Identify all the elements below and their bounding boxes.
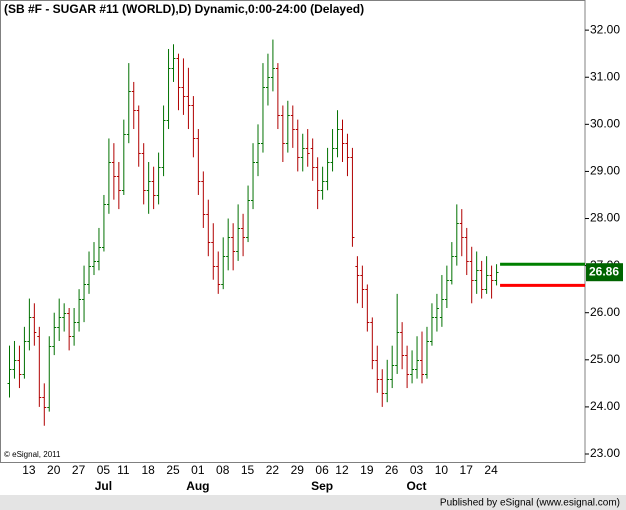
month-label: Jul bbox=[95, 479, 112, 493]
y-tick-label: 29.00 bbox=[590, 164, 620, 178]
x-tick-label: 08 bbox=[216, 463, 230, 477]
plot-frame bbox=[0, 0, 586, 463]
y-tick-label: 26.00 bbox=[590, 305, 620, 319]
y-tick-label: 31.00 bbox=[590, 69, 620, 83]
y-tick-label: 25.00 bbox=[590, 352, 620, 366]
x-tick-label: 26 bbox=[385, 463, 399, 477]
month-label: Aug bbox=[186, 479, 209, 493]
footer-bar bbox=[0, 495, 626, 510]
x-tick-label: 25 bbox=[166, 463, 180, 477]
x-tick-label: 12 bbox=[335, 463, 349, 477]
x-tick-label: 10 bbox=[435, 463, 449, 477]
x-tick-label: 03 bbox=[410, 463, 424, 477]
x-tick-label: 17 bbox=[460, 463, 474, 477]
x-tick-label: 27 bbox=[72, 463, 86, 477]
x-tick-label: 13 bbox=[22, 463, 36, 477]
last-price-box bbox=[586, 263, 623, 282]
last-price-label: 26.86 bbox=[589, 264, 619, 278]
x-tick-label: 24 bbox=[484, 463, 498, 477]
x-tick-label: 15 bbox=[241, 463, 255, 477]
y-tick-label: 30.00 bbox=[590, 117, 620, 131]
y-tick-label: 28.00 bbox=[590, 211, 620, 225]
chart-title: (SB #F - SUGAR #11 (WORLD),D) Dynamic,0:… bbox=[4, 2, 364, 16]
x-tick-label: 05 bbox=[97, 463, 111, 477]
x-tick-label: 01 bbox=[191, 463, 205, 477]
x-tick-label: 22 bbox=[266, 463, 280, 477]
x-tick-label: 19 bbox=[360, 463, 374, 477]
x-tick-label: 20 bbox=[47, 463, 61, 477]
copyright: © eSignal, 2011 bbox=[4, 450, 61, 459]
month-label: Sep bbox=[311, 479, 333, 493]
month-label: Oct bbox=[407, 479, 427, 493]
x-tick-label: 06 bbox=[315, 463, 329, 477]
footer-text: Published by eSignal (www.esignal.com) bbox=[440, 498, 620, 509]
x-tick-label: 29 bbox=[291, 463, 305, 477]
y-tick-label: 24.00 bbox=[590, 399, 620, 413]
y-tick-label: 32.00 bbox=[590, 22, 620, 36]
x-tick-label: 18 bbox=[141, 463, 155, 477]
y-tick-label: 23.00 bbox=[590, 446, 620, 460]
x-tick-label: 11 bbox=[117, 463, 130, 477]
